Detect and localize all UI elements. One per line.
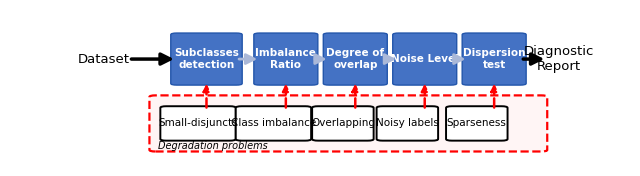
FancyBboxPatch shape — [254, 33, 318, 85]
FancyBboxPatch shape — [446, 106, 508, 141]
Text: Degree of
overlap: Degree of overlap — [326, 48, 385, 70]
FancyBboxPatch shape — [376, 106, 438, 141]
Text: Degradation problems: Degradation problems — [158, 142, 268, 152]
FancyBboxPatch shape — [323, 33, 387, 85]
Text: Class imbalance: Class imbalance — [231, 118, 316, 128]
Text: Small-disjuncts: Small-disjuncts — [158, 118, 238, 128]
FancyBboxPatch shape — [150, 95, 547, 152]
FancyBboxPatch shape — [462, 33, 526, 85]
Text: Dataset: Dataset — [78, 53, 130, 66]
FancyBboxPatch shape — [393, 33, 457, 85]
FancyBboxPatch shape — [161, 106, 236, 141]
FancyBboxPatch shape — [312, 106, 374, 141]
Text: Imbalance
Ratio: Imbalance Ratio — [255, 48, 316, 70]
Text: Subclasses
detection: Subclasses detection — [174, 48, 239, 70]
FancyBboxPatch shape — [171, 33, 242, 85]
Text: Dispersion
test: Dispersion test — [463, 48, 525, 70]
Text: Noisy labels: Noisy labels — [376, 118, 439, 128]
Text: Diagnostic
Report: Diagnostic Report — [524, 45, 594, 73]
Text: Noise Level: Noise Level — [391, 54, 459, 64]
FancyBboxPatch shape — [236, 106, 311, 141]
Text: Overlapping: Overlapping — [311, 118, 375, 128]
Text: Sparseness: Sparseness — [447, 118, 507, 128]
